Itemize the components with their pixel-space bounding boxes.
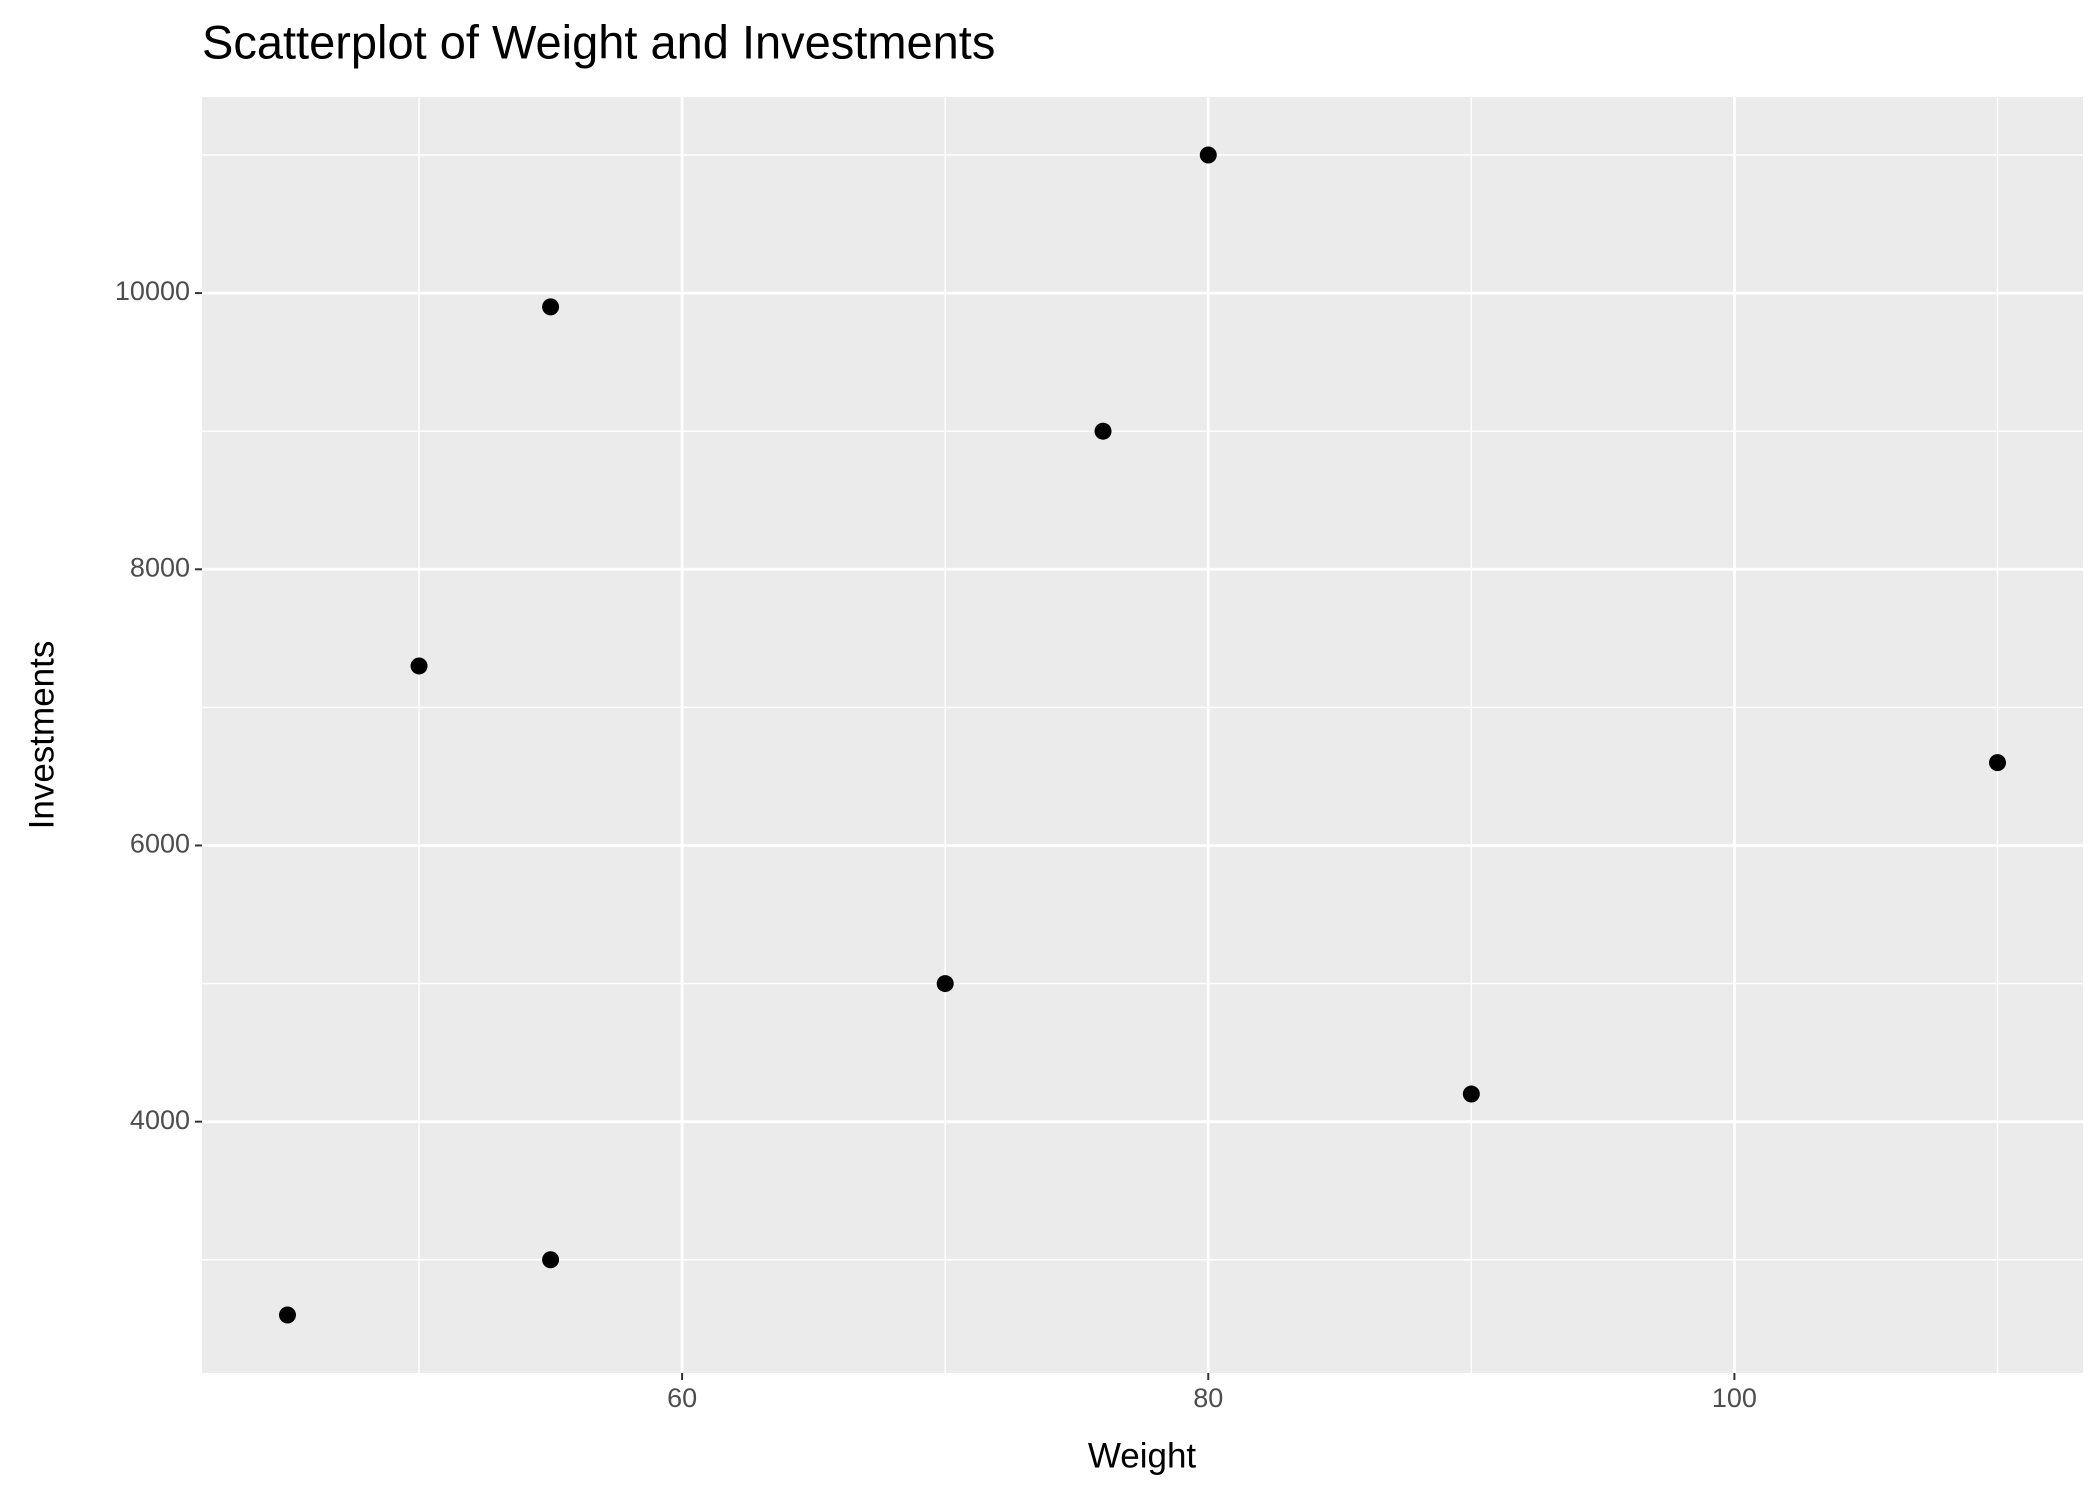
- point: [936, 975, 954, 993]
- point: [542, 298, 560, 316]
- point: [279, 1306, 296, 1324]
- point: [542, 1251, 560, 1269]
- y-tick-label: 4000: [130, 1105, 190, 1135]
- point: [1989, 754, 2006, 772]
- plot-panel: [202, 97, 2083, 1373]
- chart-title: Scatterplot of Weight and Investments: [202, 15, 995, 68]
- point: [1094, 422, 1112, 440]
- y-axis-title: Investments: [22, 641, 61, 830]
- x-tick-label: 80: [1193, 1383, 1223, 1413]
- x-axis-title: Weight: [1088, 1436, 1197, 1475]
- y-tick-label: 8000: [130, 552, 190, 582]
- x-tick-label: 60: [667, 1383, 697, 1413]
- point: [1462, 1085, 1480, 1103]
- y-tick-label: 10000: [115, 276, 190, 306]
- x-tick-label: 100: [1712, 1383, 1757, 1413]
- point: [410, 657, 428, 675]
- point: [1199, 146, 1217, 164]
- y-tick-label: 6000: [130, 829, 190, 859]
